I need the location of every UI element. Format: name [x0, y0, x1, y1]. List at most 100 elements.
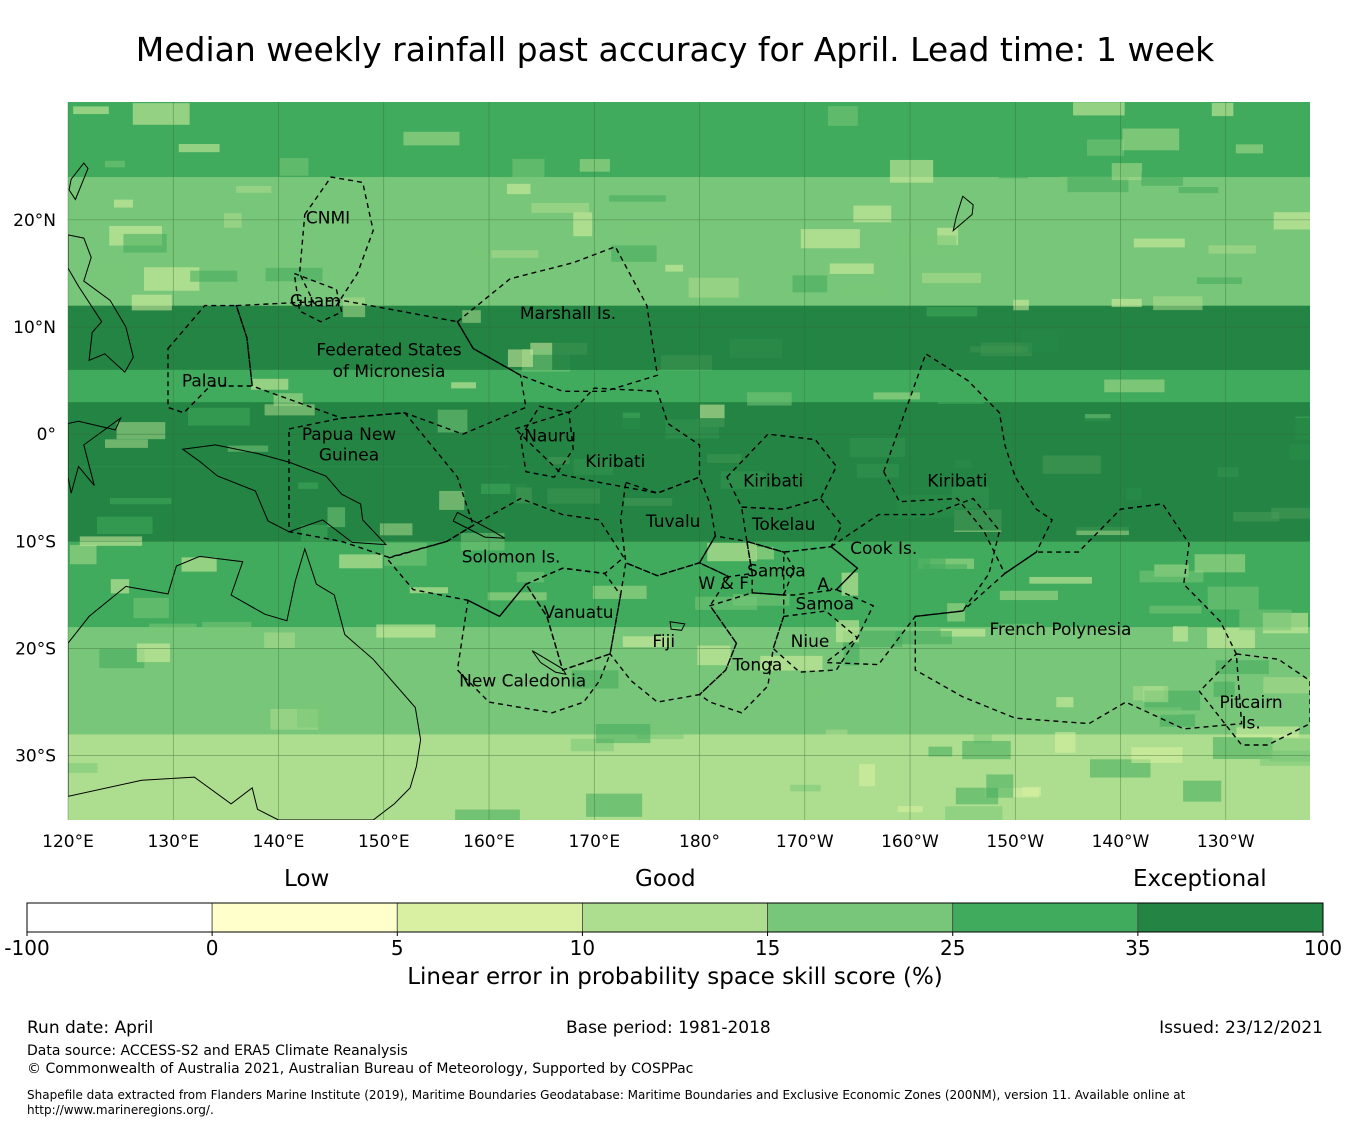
skill-patch: [1213, 681, 1235, 697]
graticule: [67, 102, 1310, 820]
skill-patch: [491, 250, 539, 258]
skill-patch: [133, 597, 169, 619]
skill-patch: [451, 382, 476, 389]
lon-tick-label: 160°W: [881, 832, 939, 852]
region-label: Niue: [791, 632, 830, 652]
category-label-good: Good: [635, 866, 696, 892]
skill-patch: [227, 445, 269, 452]
lon-tick-label: 180°: [679, 832, 720, 852]
skill-patch: [149, 623, 197, 638]
colorbar-segment: [26, 902, 213, 933]
skill-patch: [1142, 686, 1169, 703]
skill-patch: [998, 165, 1029, 179]
skill-patch: [973, 732, 992, 744]
eez-tonga: [698, 592, 785, 714]
colorbar-segment: [1137, 902, 1324, 933]
skill-patch: [323, 141, 358, 149]
skill-patch: [571, 670, 619, 689]
skill-patch: [339, 554, 383, 569]
region-label: New Caledonia: [459, 672, 586, 692]
skill-patch: [1194, 554, 1246, 573]
skill-core-band: [552, 316, 1310, 370]
skill-patch: [97, 516, 153, 534]
skill-patch: [1215, 660, 1269, 675]
skill-patch: [790, 784, 821, 792]
skill-patch: [838, 553, 894, 565]
skill-colorbar: -100 0 5 10 15 25 35 100: [4, 902, 1342, 960]
lon-tick-label: 120°E: [42, 832, 94, 852]
skill-patch: [1246, 787, 1265, 795]
skill-patch: [1207, 586, 1259, 610]
skill-patch: [945, 806, 1003, 820]
skill-patch: [113, 199, 133, 208]
skill-patch: [265, 267, 323, 282]
skill-patch: [116, 422, 166, 440]
eez-kiribati-phoenix: [726, 433, 838, 510]
skill-patch: [573, 212, 593, 237]
skill-patch: [68, 763, 98, 773]
skill-patch: [343, 297, 366, 318]
skill-band: [68, 541, 1310, 628]
skill-patch: [1086, 139, 1125, 156]
skill-patch: [760, 655, 823, 671]
eez-guam: [293, 272, 343, 323]
skill-patch: [895, 630, 952, 645]
lat-tick-label: 20°S: [15, 640, 56, 660]
skill-patch: [1137, 814, 1201, 820]
copyright: © Commonwealth of Australia 2021, Austra…: [27, 1061, 694, 1077]
philippines-outline: [68, 234, 134, 373]
skill-patch: [1131, 747, 1183, 763]
skill-patch: [842, 285, 888, 298]
skill-patch: [437, 409, 468, 433]
skill-patch: [859, 764, 876, 787]
skill-patch: [731, 659, 757, 681]
map-title: Median weekly rainfall past accuracy for…: [135, 30, 1215, 69]
skill-patch: [921, 272, 982, 284]
shapefile-url: http://www.marineregions.org/.: [27, 1103, 214, 1117]
skill-patch: [1141, 172, 1184, 186]
colorbar-segment: [767, 902, 954, 933]
skill-patch: [755, 546, 775, 560]
region-label: Tonga: [731, 656, 782, 676]
skill-patch: [531, 203, 590, 213]
skill-patch: [579, 159, 610, 172]
skill-patch: [595, 723, 651, 744]
skill-patch: [707, 542, 757, 562]
skill-patch: [622, 636, 671, 648]
region-label: Cook Is.: [850, 539, 917, 559]
skill-patch: [1159, 714, 1196, 727]
skill-patch: [1056, 697, 1074, 708]
skill-patch: [1236, 726, 1300, 738]
skill-patch: [69, 544, 97, 565]
lat-tick-label: 30°S: [15, 747, 56, 767]
skill-patch: [1001, 623, 1043, 642]
skill-patch: [236, 186, 272, 193]
skill-patch: [298, 482, 319, 489]
region-label: Marshall Is.: [520, 304, 616, 324]
skill-patch: [829, 263, 874, 274]
skill-patch: [296, 703, 329, 728]
region-label: Tuvalu: [645, 512, 701, 532]
skill-patch: [609, 195, 666, 202]
issued-date: Issued: 23/12/2021: [1159, 1018, 1323, 1038]
region-label: Tokelau: [751, 515, 816, 535]
lon-tick-label: 170°W: [776, 832, 834, 852]
region-label: Is.: [1241, 714, 1260, 734]
skill-patch: [1200, 715, 1253, 728]
skill-patch: [1259, 750, 1310, 766]
skill-patch: [473, 246, 491, 256]
region-label: Guinea: [319, 446, 379, 466]
colorbar-caption: Linear error in probability space skill …: [407, 964, 943, 990]
skill-patch: [889, 159, 934, 183]
skill-patch: [1149, 605, 1202, 614]
lon-tick-label: 160°E: [463, 832, 515, 852]
skill-patch: [300, 524, 328, 548]
region-label: Samoa: [796, 595, 855, 615]
skill-patch: [928, 746, 953, 757]
colorbar-segment: [952, 902, 1139, 933]
skill-patch: [481, 483, 527, 494]
skill-patch: [487, 592, 547, 601]
skill-patch: [1212, 737, 1273, 760]
